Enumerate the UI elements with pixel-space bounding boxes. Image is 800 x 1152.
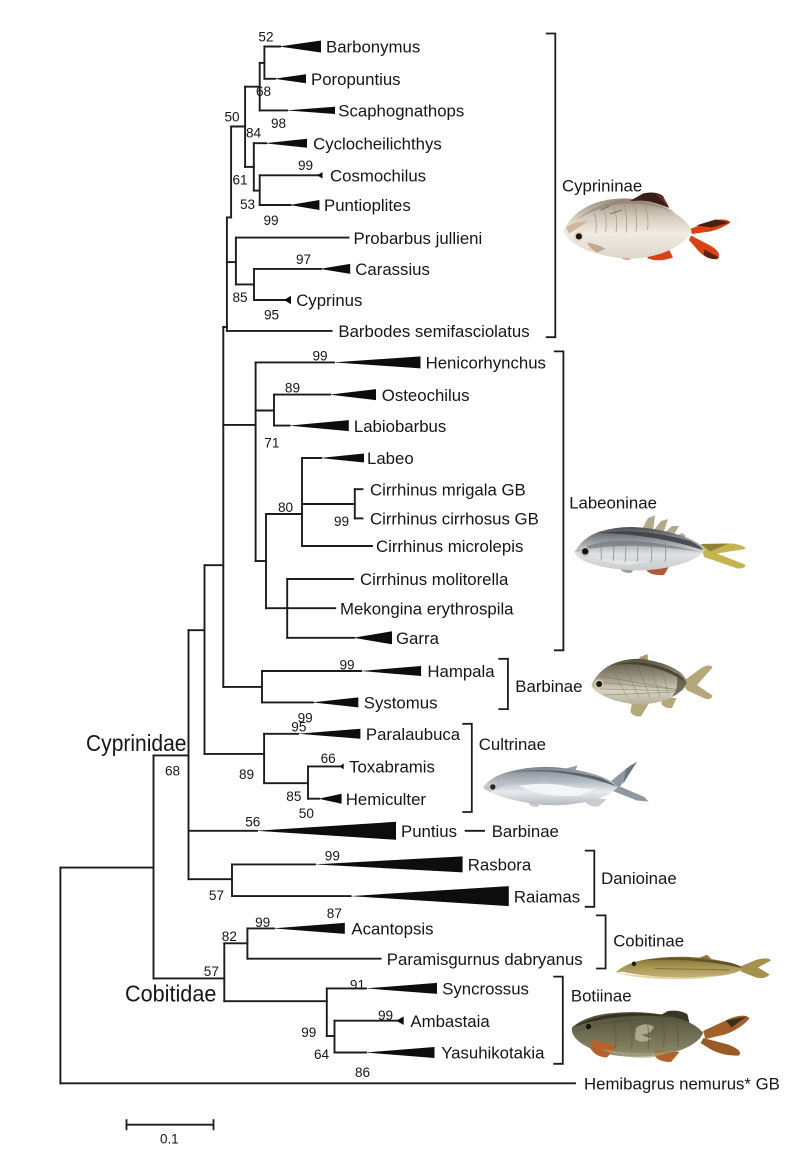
svg-text:99: 99 [298, 158, 313, 173]
svg-text:0.1: 0.1 [160, 1132, 179, 1147]
svg-text:99: 99 [298, 710, 313, 725]
svg-text:61: 61 [233, 173, 248, 188]
svg-text:Cirrhinus cirrhosus GB: Cirrhinus cirrhosus GB [370, 510, 539, 529]
svg-text:98: 98 [271, 116, 286, 131]
svg-text:85: 85 [286, 789, 301, 804]
svg-text:89: 89 [285, 380, 300, 395]
svg-text:56: 56 [245, 814, 260, 829]
svg-text:Hemiculter: Hemiculter [346, 790, 427, 809]
svg-text:Botiinae: Botiinae [571, 987, 632, 1006]
svg-text:68: 68 [165, 764, 180, 779]
svg-text:Osteochilus: Osteochilus [382, 386, 470, 405]
svg-text:91: 91 [350, 977, 365, 992]
svg-text:Raiamas: Raiamas [514, 887, 580, 906]
svg-text:99: 99 [378, 1008, 393, 1023]
svg-text:Cyprinus: Cyprinus [296, 291, 362, 310]
svg-text:Cirrhinus molitorella: Cirrhinus molitorella [360, 570, 509, 589]
svg-text:Ambastaia: Ambastaia [410, 1012, 490, 1031]
svg-text:Rasbora: Rasbora [468, 856, 532, 875]
svg-text:99: 99 [313, 349, 328, 364]
svg-text:Hemibagrus nemurus* GB: Hemibagrus nemurus* GB [584, 1075, 780, 1094]
svg-text:80: 80 [278, 500, 294, 515]
svg-text:Systomus: Systomus [364, 694, 438, 713]
svg-text:68: 68 [256, 84, 271, 99]
svg-text:99: 99 [255, 915, 270, 930]
svg-text:Probarbus jullieni: Probarbus jullieni [354, 229, 483, 248]
svg-text:99: 99 [325, 849, 340, 864]
svg-text:Yasuhikotakia: Yasuhikotakia [441, 1044, 545, 1063]
svg-text:Acantopsis: Acantopsis [351, 920, 433, 939]
svg-text:97: 97 [296, 252, 311, 267]
svg-text:57: 57 [209, 888, 224, 903]
svg-text:84: 84 [246, 126, 262, 141]
svg-text:50: 50 [225, 110, 241, 125]
svg-text:Cyclocheilichthys: Cyclocheilichthys [313, 135, 442, 154]
svg-text:Labeoninae: Labeoninae [569, 493, 657, 512]
svg-text:71: 71 [264, 435, 279, 450]
svg-text:Barbonymus: Barbonymus [326, 37, 420, 56]
svg-text:82: 82 [222, 929, 237, 944]
svg-text:Puntius: Puntius [401, 822, 457, 841]
svg-text:Garra: Garra [396, 629, 440, 648]
svg-text:Henicorhynchus: Henicorhynchus [426, 354, 546, 373]
svg-text:Paralaubuca: Paralaubuca [366, 725, 461, 744]
svg-text:Puntioplites: Puntioplites [324, 196, 411, 215]
svg-text:Barbodes semifasciolatus: Barbodes semifasciolatus [338, 322, 529, 341]
svg-text:53: 53 [240, 197, 255, 212]
svg-text:Toxabramis: Toxabramis [349, 758, 435, 777]
svg-text:87: 87 [327, 906, 342, 921]
svg-text:Cirrhinus mrigala GB: Cirrhinus mrigala GB [370, 480, 526, 499]
svg-text:Paramisgurnus dabryanus: Paramisgurnus dabryanus [387, 950, 583, 969]
svg-text:86: 86 [355, 1065, 370, 1080]
svg-text:57: 57 [204, 964, 219, 979]
svg-text:Scaphognathops: Scaphognathops [338, 102, 464, 121]
svg-text:Labiobarbus: Labiobarbus [354, 417, 446, 436]
svg-text:95: 95 [291, 720, 306, 735]
svg-text:52: 52 [258, 29, 273, 44]
svg-text:Cyprinidae: Cyprinidae [86, 730, 187, 756]
svg-text:50: 50 [299, 806, 315, 821]
svg-text:Syncrossus: Syncrossus [442, 980, 529, 999]
svg-text:Danioinae: Danioinae [601, 869, 677, 888]
svg-text:89: 89 [239, 767, 254, 782]
svg-text:Cirrhinus microlepis: Cirrhinus microlepis [376, 537, 523, 556]
svg-text:Barbinae: Barbinae [515, 677, 582, 696]
svg-text:66: 66 [321, 751, 336, 766]
svg-text:Cyprininae: Cyprininae [562, 176, 642, 195]
svg-text:99: 99 [334, 514, 349, 529]
svg-text:Barbinae: Barbinae [492, 822, 559, 841]
svg-text:Labeo: Labeo [367, 449, 414, 468]
svg-text:99: 99 [340, 658, 355, 673]
svg-text:64: 64 [314, 1047, 330, 1062]
svg-text:Cosmochilus: Cosmochilus [330, 167, 426, 186]
svg-text:Cobitinae: Cobitinae [613, 932, 684, 951]
svg-text:99: 99 [301, 1025, 316, 1040]
svg-text:Cobitidae: Cobitidae [125, 981, 216, 1007]
svg-text:Cultrinae: Cultrinae [479, 735, 546, 754]
svg-text:Hampala: Hampala [427, 662, 495, 681]
svg-text:Poropuntius: Poropuntius [311, 70, 401, 89]
svg-text:99: 99 [264, 213, 279, 228]
svg-text:Mekongina erythrospila: Mekongina erythrospila [340, 599, 514, 618]
svg-text:Carassius: Carassius [355, 260, 430, 279]
svg-text:95: 95 [264, 308, 279, 323]
svg-text:85: 85 [233, 290, 248, 305]
